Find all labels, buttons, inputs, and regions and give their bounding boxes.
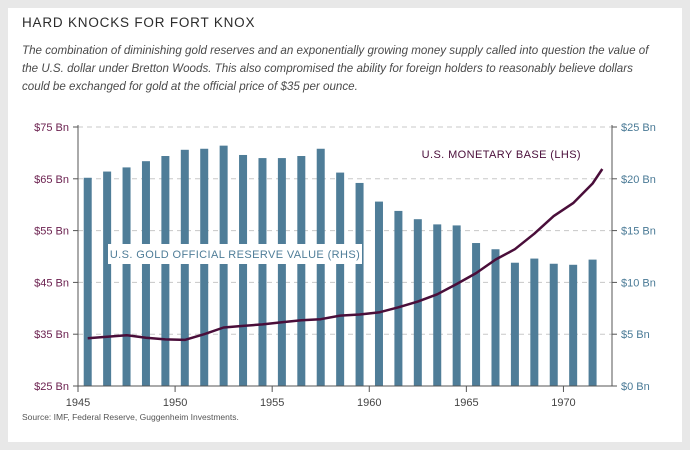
gold-reserve-label-bg — [108, 244, 362, 264]
gold-reserve-bar — [316, 148, 325, 386]
x-axis-tick-label: 1945 — [66, 397, 90, 409]
gold-reserve-bar — [394, 210, 403, 386]
gold-reserve-bar — [141, 161, 150, 386]
left-axis-tick-label: $35 Bn — [34, 329, 69, 341]
right-axis-tick-label: $25 Bn — [621, 122, 656, 134]
gold-reserve-bar — [258, 158, 267, 386]
left-axis-tick-label: $45 Bn — [34, 277, 69, 289]
left-axis-tick-label: $55 Bn — [34, 226, 69, 238]
right-axis-tick-label: $20 Bn — [621, 174, 656, 186]
gold-reserve-bar — [472, 243, 481, 386]
x-axis-tick-label: 1965 — [454, 397, 478, 409]
gold-reserve-bar — [530, 258, 539, 386]
gold-reserve-bar — [588, 259, 597, 386]
gold-reserve-bar — [239, 154, 248, 386]
source-note: Source: IMF, Federal Reserve, Guggenheim… — [22, 412, 239, 422]
right-axis-tick-label: $0 Bn — [621, 381, 650, 393]
gold-reserve-bar — [433, 224, 442, 386]
gold-reserve-bar — [510, 262, 519, 386]
gold-reserve-bar — [374, 201, 383, 386]
chart-title: HARD KNOCKS FOR FORT KNOX — [22, 15, 256, 30]
axis-labels: $25 Bn $35 Bn $45 Bn $55 Bn $65 Bn $75 Bn $0 B… — [34, 122, 656, 409]
monetary-base-label: U.S. MONETARY BASE (LHS) — [422, 149, 581, 161]
gold-reserve-bar — [297, 156, 306, 386]
gold-reserve-bar — [122, 167, 131, 386]
axes — [73, 125, 617, 392]
gold-reserve-bar — [355, 182, 364, 386]
left-axis-tick-label: $25 Bn — [34, 381, 69, 393]
gold-reserve-bar — [569, 264, 578, 386]
x-axis-tick-label: 1960 — [357, 397, 381, 409]
series-annotations: U.S. MONETARY BASE (LHS) U.S. GOLD OFFICI… — [108, 149, 581, 264]
gold-reserve-bar — [549, 263, 558, 386]
monetary-base-line-group — [87, 168, 604, 342]
gold-reserve-bar — [452, 225, 461, 386]
right-axis-tick-label: $10 Bn — [621, 277, 656, 289]
gold-reserve-bar — [219, 145, 228, 386]
x-axis-tick-label: 1955 — [260, 397, 284, 409]
gold-reserve-bar — [161, 156, 170, 386]
x-axis-tick-label: 1950 — [163, 397, 187, 409]
x-axis-tick-label: 1970 — [551, 397, 575, 409]
left-axis-tick-label: $75 Bn — [34, 122, 69, 134]
gold-reserve-bar — [103, 171, 112, 386]
gold-reserve-bar — [336, 172, 345, 386]
gold-reserve-bar — [180, 149, 189, 386]
gold-reserve-bar — [200, 148, 209, 386]
gold-reserve-bar — [491, 249, 500, 386]
gridlines — [78, 126, 612, 335]
gold-reserve-bar — [83, 177, 92, 386]
gold-reserve-bar — [277, 158, 286, 386]
right-axis-tick-label: $15 Bn — [621, 226, 656, 238]
monetary-base-line — [87, 168, 604, 342]
left-axis-tick-label: $65 Bn — [34, 174, 69, 186]
gold-reserve-label: U.S. GOLD OFFICIAL RESERVE VALUE (RHS) — [110, 249, 360, 261]
right-axis-tick-label: $5 Bn — [621, 329, 650, 341]
chart-subtitle: The combination of diminishing gold rese… — [22, 44, 649, 93]
gold-reserve-bars — [83, 145, 597, 386]
